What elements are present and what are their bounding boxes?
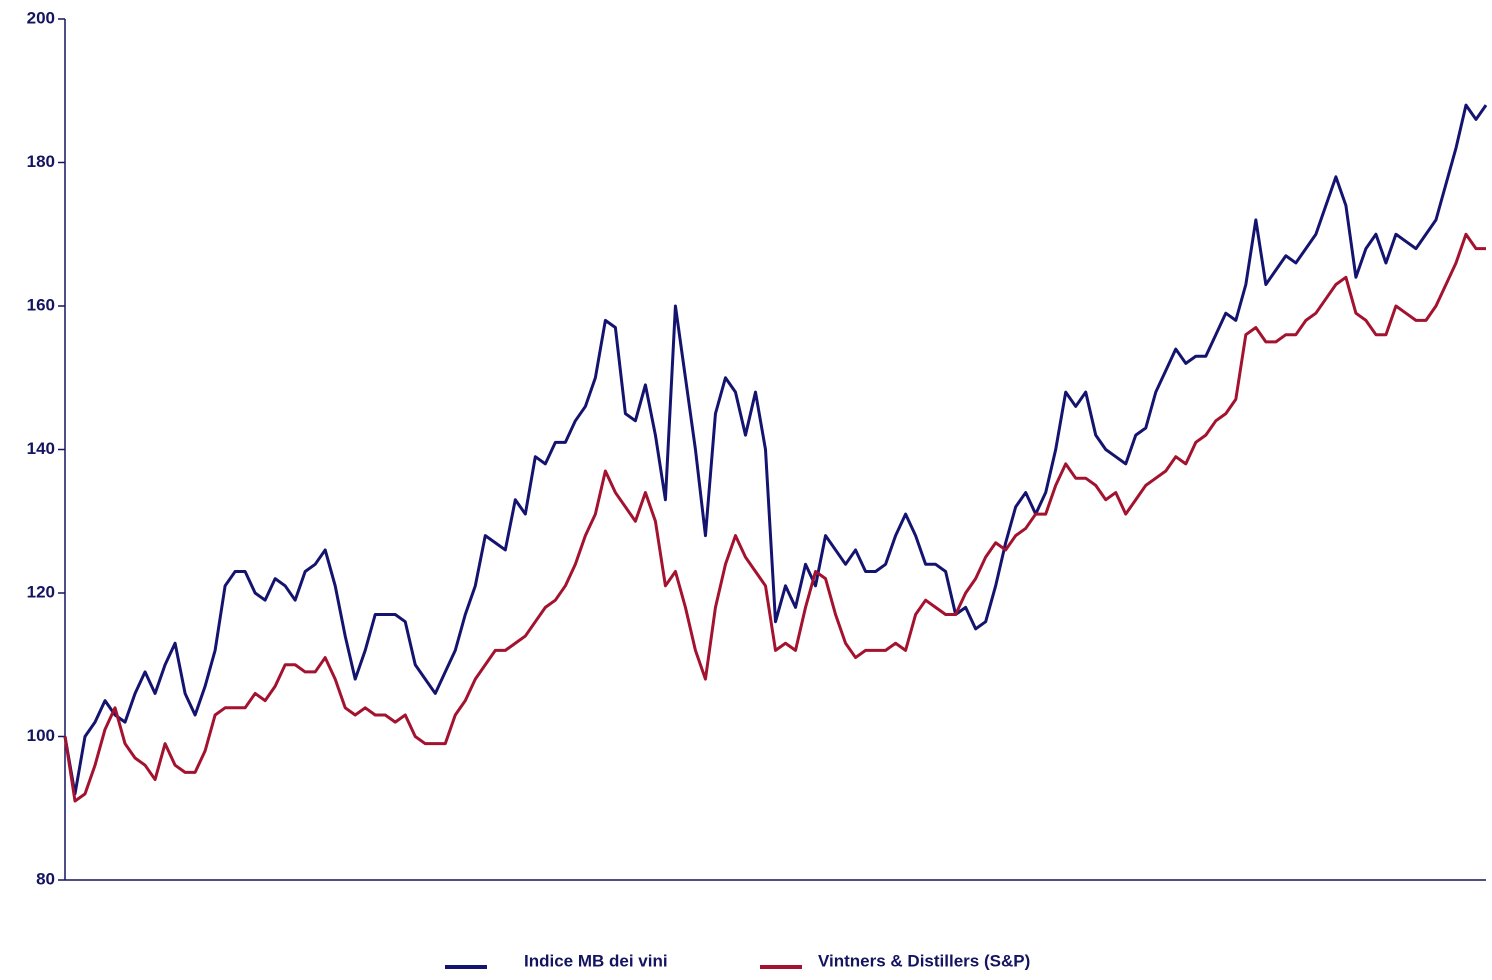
legend-label: Vintners & Distillers (S&P): [818, 951, 1030, 970]
y-tick-label: 100: [27, 726, 55, 745]
legend-label: Indice MB dei vini: [524, 951, 668, 970]
y-tick-label: 140: [27, 439, 55, 458]
series-line: [63, 103, 1488, 796]
y-tick-label: 180: [27, 152, 55, 171]
y-tick-label: 80: [36, 869, 55, 888]
y-tick-label: 120: [27, 582, 55, 601]
series-line: [63, 232, 1486, 803]
y-tick-label: 200: [27, 8, 55, 27]
y-tick-label: 160: [27, 295, 55, 314]
